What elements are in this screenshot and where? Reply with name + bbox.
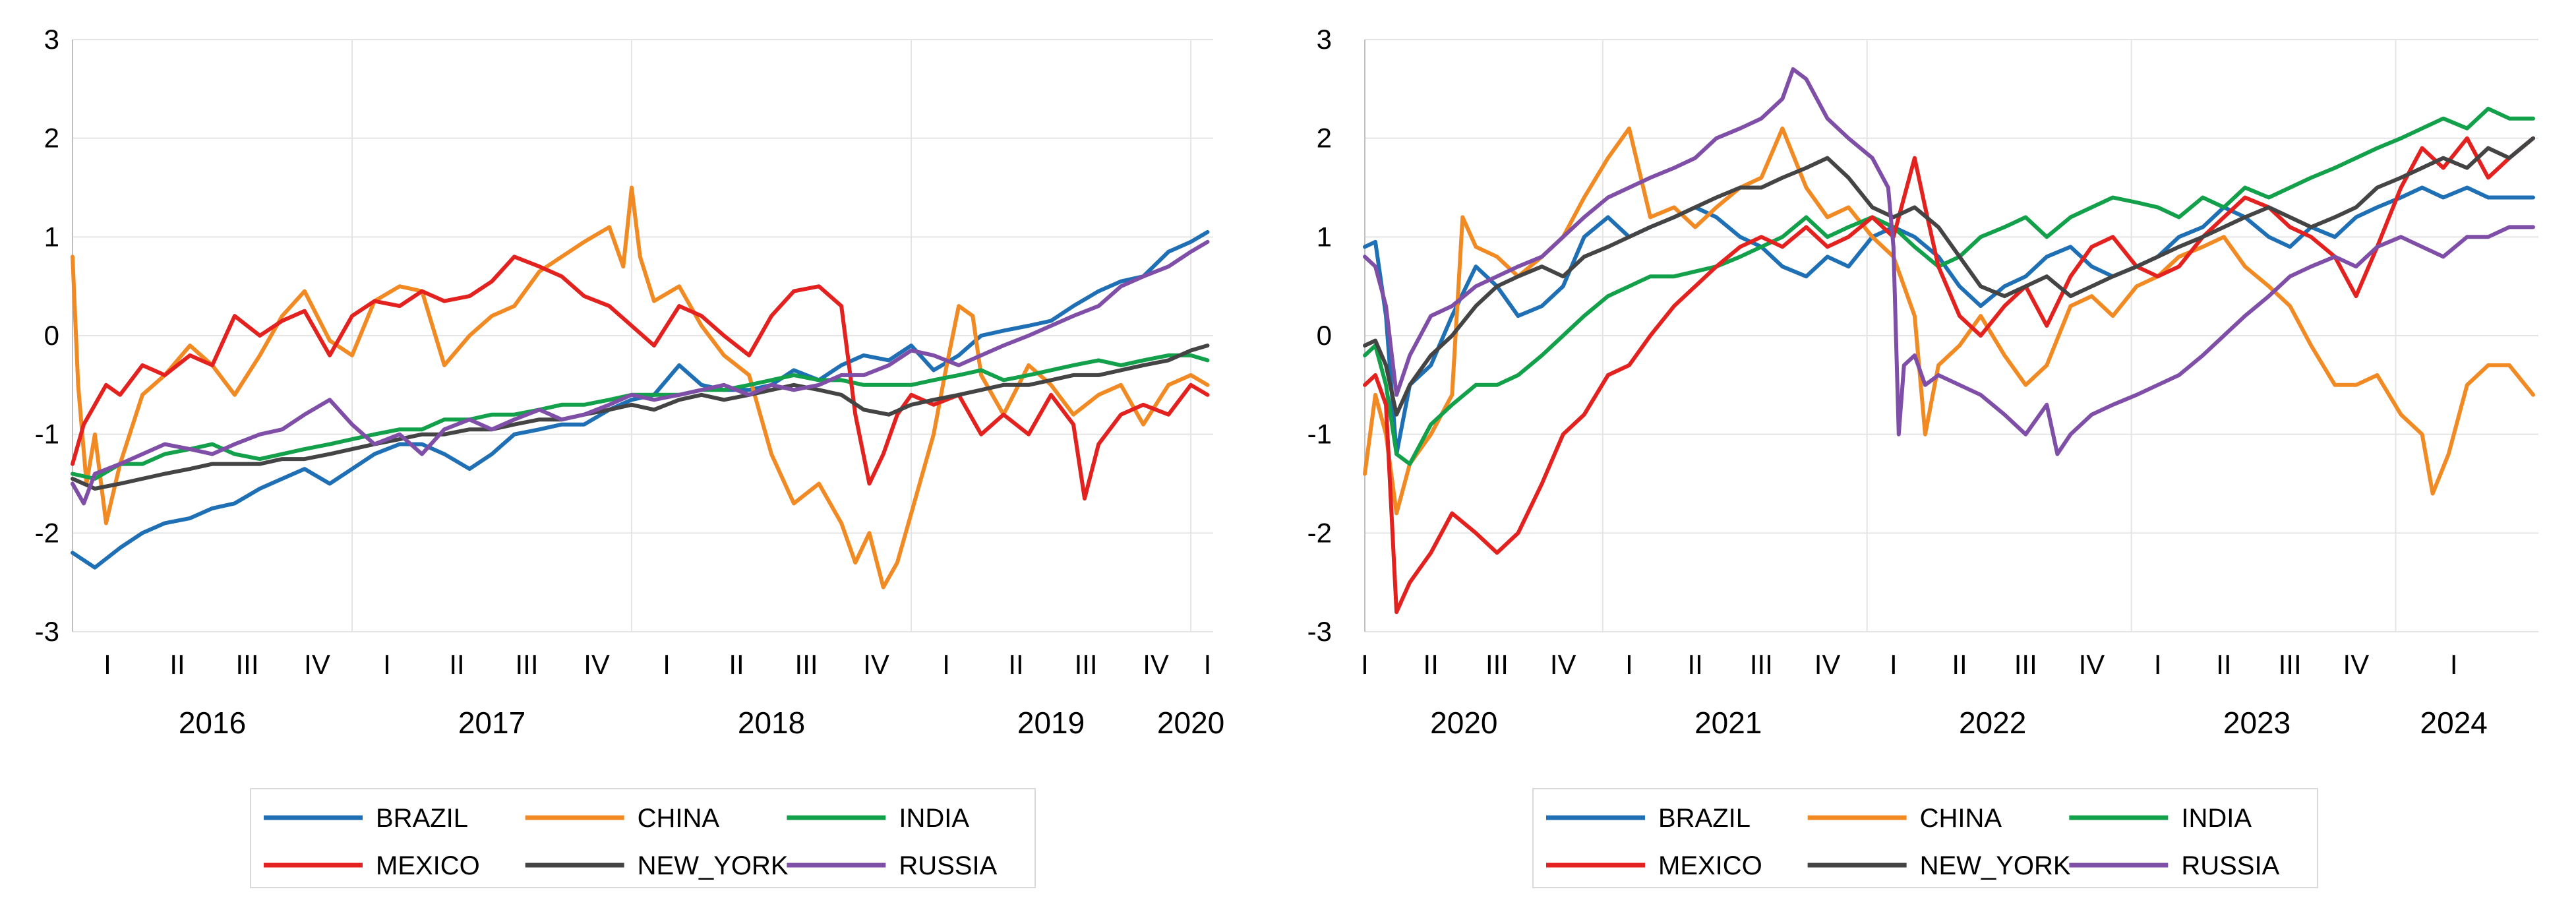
quarter-tick-label: IV: [2343, 649, 2370, 680]
legend-label: RUSSIA: [2181, 851, 2279, 880]
legend-label: CHINA: [1920, 804, 2002, 833]
series-line-china: [1363, 126, 2535, 516]
quarter-tick-label: II: [2216, 649, 2231, 680]
y-tick-label: 3: [1317, 24, 1332, 55]
quarter-tick-label: IV: [2079, 649, 2105, 680]
series-line-new-york: [71, 344, 1210, 491]
quarter-tick-label: IV: [1814, 649, 1841, 680]
legend-label: MEXICO: [1658, 851, 1762, 880]
quarter-tick-label: I: [1890, 649, 1898, 680]
y-tick-label: -2: [1307, 517, 1332, 548]
quarter-tick-label: IV: [1550, 649, 1576, 680]
quarter-tick-label: IV: [1143, 649, 1169, 680]
legend-label: CHINA: [638, 804, 720, 833]
quarter-tick-label: III: [1485, 649, 1509, 680]
quarter-tick-label: III: [1750, 649, 1773, 680]
legend-label: BRAZIL: [376, 804, 468, 833]
quarter-tick-label: I: [663, 649, 671, 680]
y-tick-label: 2: [44, 123, 59, 154]
legend-label: BRAZIL: [1658, 804, 1751, 833]
quarter-tick-label: I: [942, 649, 950, 680]
y-tick-label: 0: [1317, 320, 1332, 351]
year-tick-label: 2017: [458, 706, 525, 740]
series-line-russia: [71, 239, 1210, 506]
year-tick-label: 2016: [179, 706, 246, 740]
quarter-tick-label: II: [1423, 649, 1439, 680]
quarter-tick-label: II: [729, 649, 744, 680]
series-line-russia: [1363, 67, 2535, 456]
quarter-tick-label: I: [1204, 649, 1212, 680]
y-tick-label: -3: [1307, 616, 1332, 647]
year-tick-label: 2020: [1157, 706, 1224, 740]
quarter-tick-label: II: [169, 649, 185, 680]
quarter-tick-label: IV: [863, 649, 889, 680]
series-line-china: [71, 185, 1210, 590]
year-tick-label: 2020: [1430, 706, 1497, 740]
quarter-tick-label: III: [2279, 649, 2302, 680]
y-tick-label: 3: [44, 24, 59, 55]
y-tick-label: 1: [1317, 221, 1332, 252]
quarter-tick-label: I: [383, 649, 391, 680]
series-line-brazil: [71, 229, 1210, 570]
legend-label: MEXICO: [376, 851, 480, 880]
y-tick-label: -1: [35, 419, 59, 450]
y-tick-label: -3: [35, 616, 59, 647]
quarter-tick-label: III: [236, 649, 259, 680]
quarter-tick-label: I: [1361, 649, 1369, 680]
year-tick-label: 2018: [738, 706, 805, 740]
quarter-tick-label: I: [1625, 649, 1633, 680]
quarter-tick-label: III: [516, 649, 539, 680]
year-tick-label: 2019: [1017, 706, 1085, 740]
year-tick-label: 2021: [1694, 706, 1762, 740]
year-tick-label: 2023: [2223, 706, 2291, 740]
quarter-tick-label: I: [2154, 649, 2162, 680]
quarter-tick-label: I: [2450, 649, 2458, 680]
legend-left: BRAZIL CHINA INDIA MEXICO NEW_YORK RUSSIA: [250, 788, 1036, 888]
quarter-tick-label: IV: [304, 649, 330, 680]
quarter-tick-label: IV: [584, 649, 610, 680]
quarter-tick-label: III: [1075, 649, 1098, 680]
series-line-brazil: [1363, 185, 2535, 456]
year-tick-label: 2022: [1959, 706, 2026, 740]
legend-right: BRAZIL CHINA INDIA MEXICO NEW_YORK RUSSIA: [1532, 788, 2318, 888]
quarter-tick-label: II: [449, 649, 464, 680]
legend-frame: [1532, 788, 2318, 888]
y-tick-label: -2: [35, 517, 59, 548]
year-tick-label: 2024: [2420, 706, 2488, 740]
y-tick-label: -1: [1307, 419, 1332, 450]
legend-label: NEW_YORK: [1920, 851, 2071, 880]
series-line-india: [1363, 106, 2535, 466]
legend-label: RUSSIA: [899, 851, 997, 880]
series-line-mexico: [1363, 136, 2535, 615]
legend-frame: [250, 788, 1036, 888]
legend-label: INDIA: [2181, 804, 2252, 833]
series-line-india: [71, 353, 1210, 481]
y-tick-label: 0: [44, 320, 59, 351]
quarter-tick-label: II: [1008, 649, 1023, 680]
quarter-tick-label: II: [1687, 649, 1702, 680]
quarter-tick-label: II: [1952, 649, 1967, 680]
legend-label: INDIA: [899, 804, 969, 833]
y-tick-label: 2: [1317, 123, 1332, 154]
legend-label: NEW_YORK: [638, 851, 789, 880]
series-line-new-york: [1363, 136, 2535, 417]
series-line-mexico: [71, 255, 1210, 501]
quarter-tick-label: III: [795, 649, 818, 680]
quarter-tick-label: I: [104, 649, 111, 680]
y-tick-label: 1: [44, 221, 59, 252]
quarter-tick-label: III: [2014, 649, 2037, 680]
